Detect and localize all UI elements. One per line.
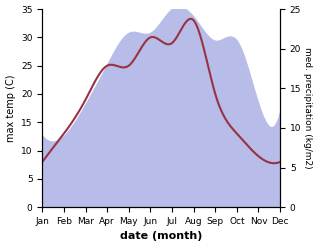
X-axis label: date (month): date (month) xyxy=(120,231,203,242)
Y-axis label: max temp (C): max temp (C) xyxy=(5,74,16,142)
Y-axis label: med. precipitation (kg/m2): med. precipitation (kg/m2) xyxy=(303,47,313,169)
